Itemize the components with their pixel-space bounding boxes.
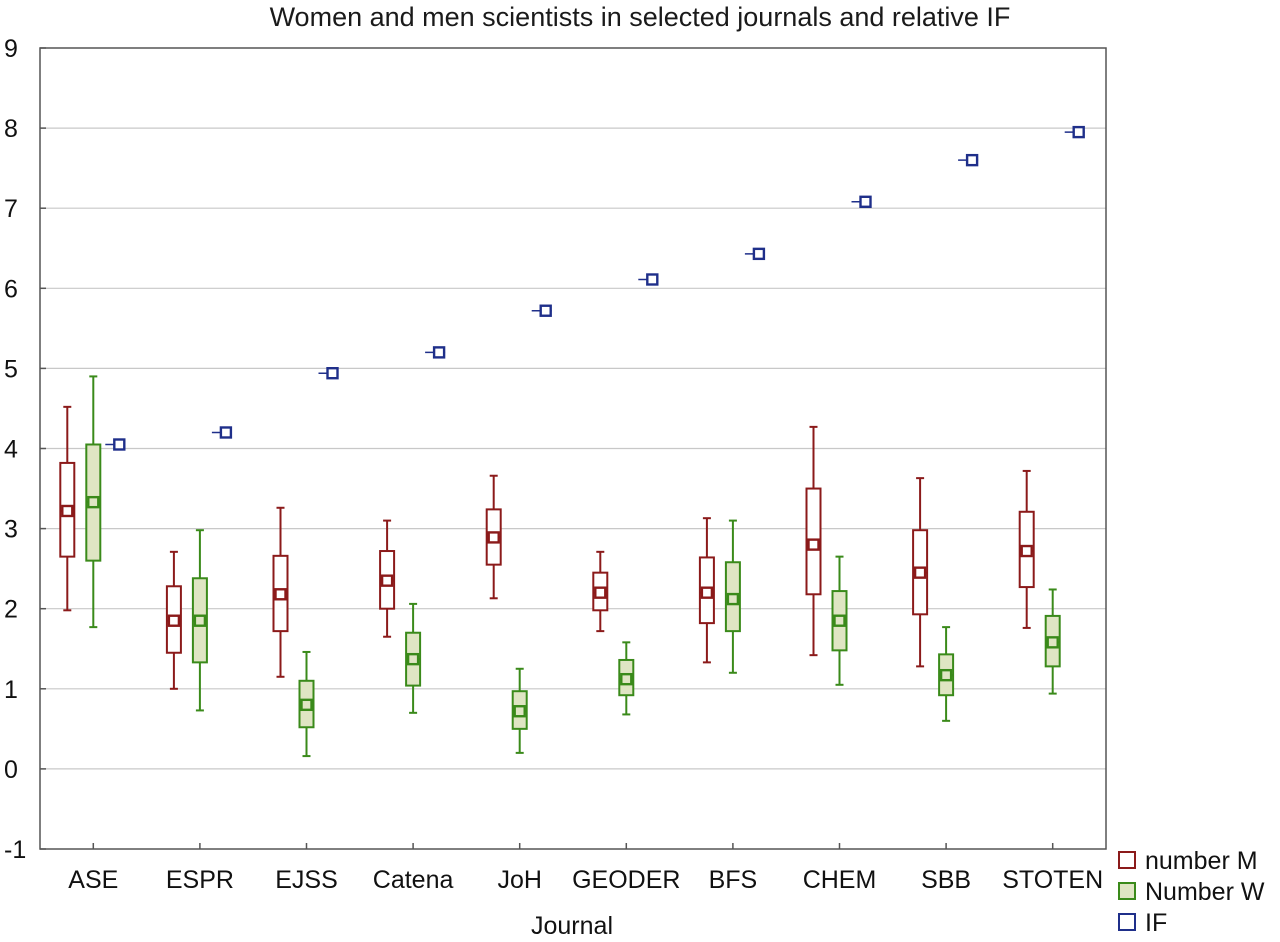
- mean-marker: [939, 668, 953, 682]
- if-marker: [752, 247, 766, 261]
- y-tick-label: 3: [4, 516, 18, 544]
- legend: number M Number W IF: [1118, 847, 1265, 937]
- mean-marker: [487, 531, 500, 544]
- mean-marker: [620, 672, 633, 686]
- if-point-STOTEN: [1064, 125, 1085, 139]
- mean-marker: [913, 566, 927, 579]
- if-marker: [432, 346, 446, 359]
- if-marker: [326, 367, 339, 380]
- if-point-GEODER: [638, 273, 659, 286]
- number-m-box-SBB: [912, 477, 929, 668]
- legend-swatch: [1118, 851, 1136, 869]
- x-tick-label: ASE: [68, 866, 118, 894]
- y-tick-label: 5: [4, 355, 18, 383]
- number-m-box-BFS: [698, 517, 715, 664]
- mean-marker: [833, 614, 846, 627]
- number-w-box-Catena: [405, 602, 422, 714]
- y-tick-label: 9: [4, 35, 18, 63]
- x-tick-label: GEODER: [572, 866, 680, 894]
- if-point-JoH: [531, 304, 552, 317]
- number-w-box-STOTEN: [1044, 588, 1061, 695]
- number-w-box-JoH: [511, 667, 528, 754]
- if-marker: [646, 273, 659, 286]
- y-axis: -1 0 1 2 3 4 5 6 7 8 9: [4, 35, 46, 864]
- mean-marker: [1046, 636, 1059, 649]
- y-tick-label: 6: [4, 275, 18, 303]
- number-m-box-ASE: [59, 405, 76, 612]
- number-w-box-GEODER: [618, 641, 635, 716]
- y-tick-label: 2: [4, 596, 18, 624]
- if-point-ESPR: [211, 426, 233, 439]
- if-point-EJSS: [318, 367, 339, 380]
- y-tick-label: 4: [4, 436, 18, 464]
- number-w-box-SBB: [938, 626, 955, 722]
- number-m-box-JoH: [485, 474, 502, 600]
- number-m-box-CHEM: [805, 425, 822, 657]
- legend-label: number M: [1145, 847, 1258, 875]
- number-m-box-ESPR: [165, 550, 182, 690]
- if-marker: [965, 153, 979, 167]
- if-point-CHEM: [851, 195, 872, 208]
- mean-marker: [807, 538, 820, 551]
- mean-marker: [300, 698, 313, 712]
- x-tick-label: SBB: [921, 866, 971, 894]
- mean-marker: [274, 588, 287, 601]
- if-point-BFS: [744, 247, 766, 261]
- mean-marker: [726, 592, 740, 606]
- if-point-Catena: [425, 346, 446, 359]
- legend-label: Number W: [1145, 878, 1265, 906]
- number-w-box-EJSS: [298, 650, 315, 758]
- number-w-box-ESPR: [191, 529, 208, 712]
- if-point-ASE: [105, 438, 126, 451]
- y-tick-label: -1: [4, 836, 26, 864]
- chart-title: Women and men scientists in selected jou…: [270, 2, 1011, 32]
- x-tick-label: Catena: [373, 866, 454, 894]
- y-tick-label: 7: [4, 195, 18, 223]
- legend-swatch: [1118, 913, 1136, 931]
- if-marker: [859, 195, 872, 208]
- x-tick-label: CHEM: [803, 866, 877, 894]
- mean-marker: [167, 614, 181, 627]
- y-tick-label: 0: [4, 756, 18, 784]
- number-m-box-Catena: [379, 519, 396, 638]
- x-tick-label: BFS: [709, 866, 758, 894]
- number-m-box-STOTEN: [1018, 469, 1035, 629]
- grid-lines: [40, 127, 1106, 770]
- if-marker: [219, 426, 233, 439]
- mean-marker: [513, 705, 526, 718]
- number-w-box-CHEM: [831, 555, 848, 686]
- if-marker: [113, 438, 126, 451]
- x-tick-label: ESPR: [166, 866, 234, 894]
- number-w-box-ASE: [85, 375, 102, 629]
- if-marker: [1072, 125, 1085, 139]
- mean-marker: [594, 586, 607, 599]
- mean-marker: [193, 614, 207, 627]
- x-tick-label: STOTEN: [1002, 866, 1103, 894]
- mean-marker: [700, 586, 714, 599]
- x-axis-title: Journal: [531, 912, 613, 940]
- mean-marker: [406, 652, 420, 666]
- plot-area: [59, 125, 1085, 758]
- if-point-SBB: [958, 153, 979, 167]
- number-m-box-EJSS: [272, 506, 289, 678]
- number-m-box-GEODER: [592, 550, 609, 633]
- if-marker: [539, 304, 552, 317]
- legend-swatch: [1118, 882, 1136, 900]
- mean-marker: [1020, 544, 1033, 558]
- mean-marker: [61, 504, 74, 518]
- y-tick-label: 8: [4, 115, 18, 143]
- legend-label: IF: [1145, 909, 1167, 937]
- mean-marker: [87, 495, 100, 509]
- x-tick-label: EJSS: [275, 866, 338, 894]
- x-axis: ASE ESPR EJSS Catena JoH GEODER BFS CHEM SBB STOT…: [68, 843, 1103, 894]
- mean-marker: [380, 574, 394, 587]
- number-w-box-BFS: [724, 519, 741, 674]
- x-tick-label: JoH: [497, 866, 541, 894]
- y-tick-label: 1: [4, 676, 18, 704]
